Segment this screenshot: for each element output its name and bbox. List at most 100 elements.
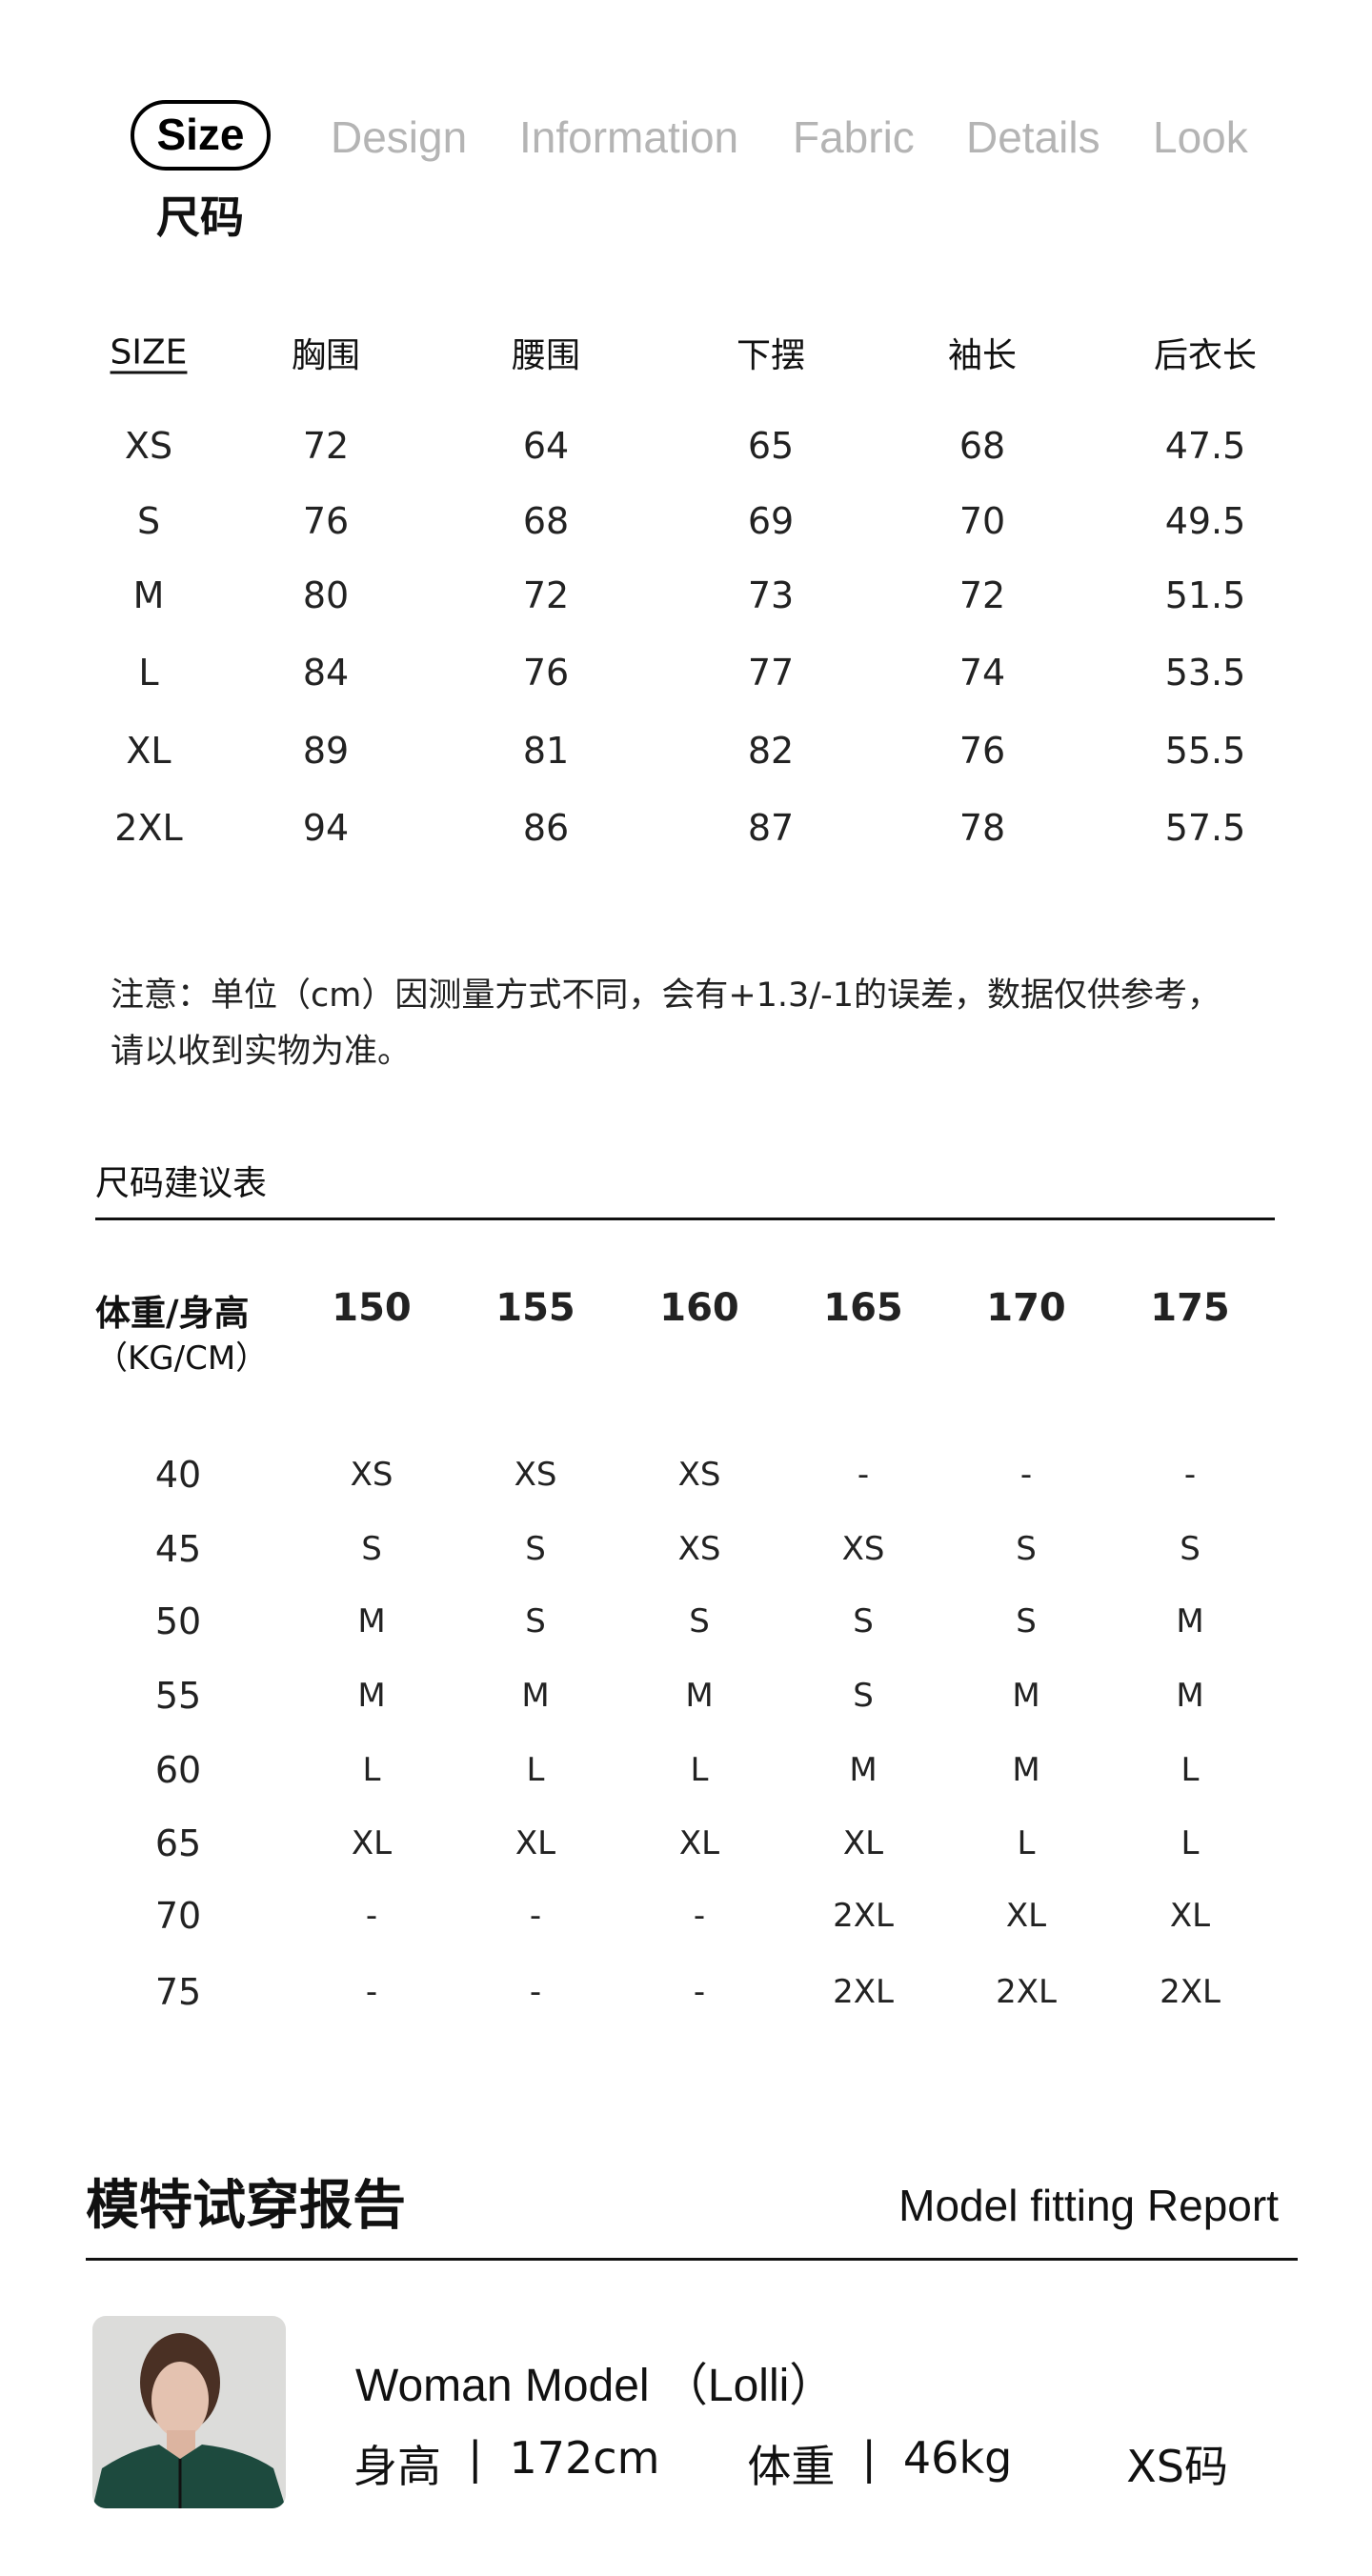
size-cell: S xyxy=(361,1530,382,1568)
table-cell: 72 xyxy=(958,574,1006,616)
height-header: 160 xyxy=(659,1286,739,1330)
size-cell: S xyxy=(1016,1530,1037,1568)
table-cell: 81 xyxy=(522,730,570,772)
size-cell: XL xyxy=(351,1824,393,1862)
size-cell: S xyxy=(689,1602,710,1640)
weight-value: 46kg xyxy=(902,2432,1013,2484)
height-header: 165 xyxy=(823,1286,903,1330)
size-cell: M xyxy=(1176,1602,1204,1640)
size-cell: M xyxy=(357,1677,386,1715)
size-cell: M xyxy=(521,1677,550,1715)
size-cell: S xyxy=(853,1602,874,1640)
height-header: 175 xyxy=(1150,1286,1230,1330)
size-cell: XS xyxy=(514,1456,557,1494)
weight-label: 55 xyxy=(154,1675,202,1717)
table-cell: 70 xyxy=(958,500,1006,542)
size-cell: 2XL xyxy=(833,1897,894,1935)
size-cell: L xyxy=(362,1751,381,1789)
table-cell: 68 xyxy=(958,425,1006,467)
height-header: 150 xyxy=(332,1286,412,1330)
table-cell: XS xyxy=(124,425,173,467)
model-name: Woman Model （Lolli） xyxy=(355,2361,836,2411)
model-photo xyxy=(92,2316,286,2508)
size-cell: S xyxy=(1180,1530,1200,1568)
table-cell: 57.5 xyxy=(1164,807,1246,849)
section-title: 尺码 xyxy=(156,191,244,243)
table-cell: S xyxy=(136,500,161,542)
size-cell: 2XL xyxy=(1160,1973,1221,2011)
size-cell: - xyxy=(693,1897,706,1935)
weight-label: 45 xyxy=(154,1528,202,1570)
table-cell: 87 xyxy=(747,807,795,849)
weight-label: 60 xyxy=(154,1749,202,1791)
divider xyxy=(86,2258,1298,2261)
table-cell: 65 xyxy=(747,425,795,467)
tab-size[interactable]: Size xyxy=(131,100,271,171)
size-cell: M xyxy=(1176,1677,1204,1715)
size-cell: - xyxy=(693,1973,706,2011)
weight-label: 50 xyxy=(154,1600,202,1642)
table-cell: 86 xyxy=(522,807,570,849)
report-title-en: Model fitting Report xyxy=(898,2181,1279,2230)
size-cell: - xyxy=(1019,1456,1033,1494)
table-cell: M xyxy=(132,574,165,616)
size-cell: XS xyxy=(677,1530,721,1568)
table-cell: 77 xyxy=(747,652,795,694)
table-cell: 76 xyxy=(302,500,350,542)
recommend-title: 尺码建议表 xyxy=(95,1164,268,1203)
weight-label: 65 xyxy=(154,1822,202,1864)
table-cell: 55.5 xyxy=(1164,730,1246,772)
column-header: 下摆 xyxy=(736,336,806,375)
table-cell: 69 xyxy=(747,500,795,542)
column-header: 腰围 xyxy=(511,336,581,375)
size-cell: - xyxy=(365,1973,378,2011)
table-cell: 74 xyxy=(958,652,1006,694)
size-cell: L xyxy=(1180,1824,1200,1862)
table-cell: 76 xyxy=(522,652,570,694)
column-header: SIZE xyxy=(110,332,188,372)
table-cell: 68 xyxy=(522,500,570,542)
weight-label: 体重 xyxy=(747,2441,836,2492)
size-cell: M xyxy=(685,1677,714,1715)
table-cell: 78 xyxy=(958,807,1006,849)
size-cell: S xyxy=(525,1602,546,1640)
size-cell: S xyxy=(853,1677,874,1715)
size-cell: - xyxy=(529,1897,542,1935)
table-cell: 51.5 xyxy=(1164,574,1246,616)
table-cell: 84 xyxy=(302,652,350,694)
table-cell: 72 xyxy=(522,574,570,616)
size-cell: M xyxy=(849,1751,878,1789)
height-label: 身高 xyxy=(353,2441,441,2492)
tab-information[interactable]: Information xyxy=(519,112,739,162)
model-stats: 身高 | 172cm 体重 | 46kg XS码 xyxy=(353,2432,1228,2495)
table-cell: 53.5 xyxy=(1164,652,1246,694)
divider xyxy=(95,1218,1275,1220)
model-size: XS码 xyxy=(1126,2441,1228,2492)
column-header: 胸围 xyxy=(291,336,361,375)
size-cell: - xyxy=(1183,1456,1197,1494)
weight-label: 70 xyxy=(154,1895,202,1937)
column-header: 袖长 xyxy=(947,336,1018,375)
tab-fabric[interactable]: Fabric xyxy=(793,112,915,162)
table-cell: 76 xyxy=(958,730,1006,772)
size-cell: 2XL xyxy=(833,1973,894,2011)
size-cell: XS xyxy=(677,1456,721,1494)
tab-look[interactable]: Look xyxy=(1153,112,1248,162)
column-header: 后衣长 xyxy=(1153,336,1258,375)
size-cell: M xyxy=(357,1602,386,1640)
table-cell: XL xyxy=(126,730,172,772)
separator: | xyxy=(468,2432,483,2484)
separator: | xyxy=(861,2432,877,2484)
size-cell: S xyxy=(1016,1602,1037,1640)
tab-design[interactable]: Design xyxy=(331,112,468,162)
table-cell: 64 xyxy=(522,425,570,467)
table-cell: 72 xyxy=(302,425,350,467)
size-cell: XL xyxy=(1169,1897,1211,1935)
size-cell: L xyxy=(1180,1751,1200,1789)
height-header: 170 xyxy=(986,1286,1066,1330)
size-cell: M xyxy=(1012,1677,1040,1715)
size-cell: L xyxy=(690,1751,709,1789)
table-cell: 82 xyxy=(747,730,795,772)
table-cell: 80 xyxy=(302,574,350,616)
tab-details[interactable]: Details xyxy=(966,112,1100,162)
